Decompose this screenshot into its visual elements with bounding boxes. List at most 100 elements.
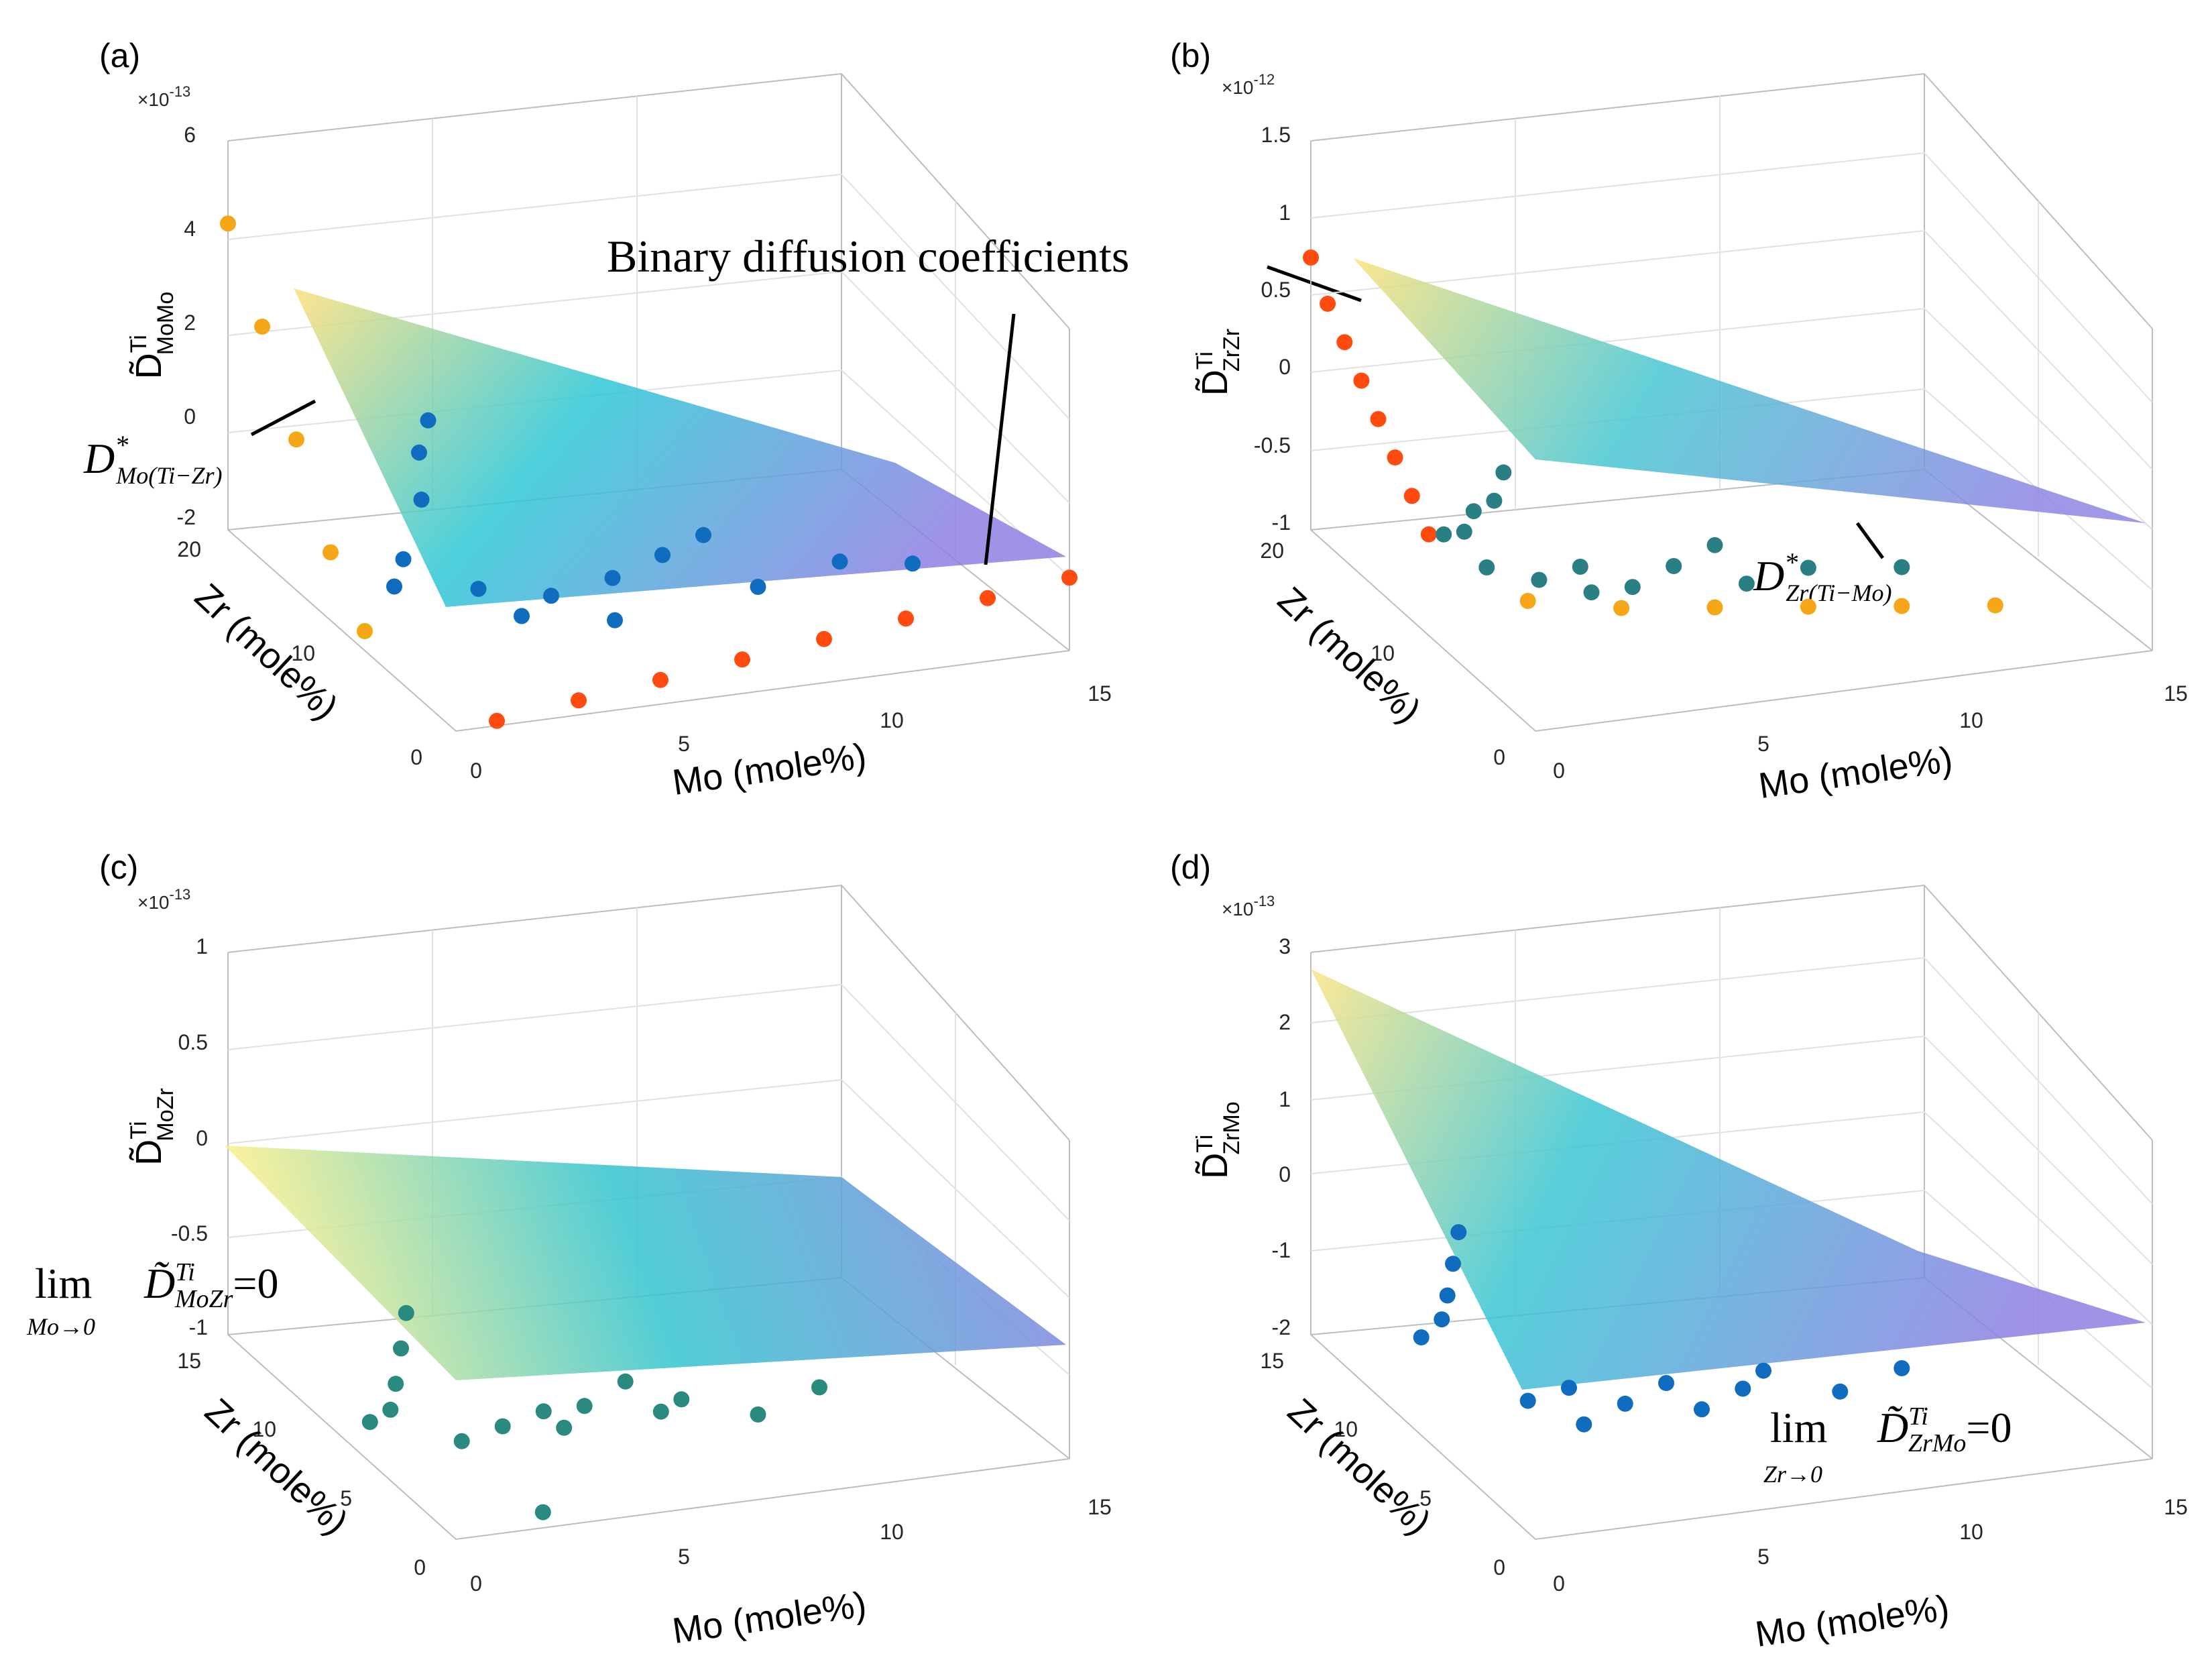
data-point <box>576 1398 593 1414</box>
panel-d-ztick: 2 <box>1279 1010 1291 1034</box>
panel-d-zlabel-d: D̃ <box>1195 1153 1235 1179</box>
data-point <box>1706 599 1723 616</box>
data-point <box>1624 579 1641 596</box>
data-point <box>395 551 412 567</box>
data-point <box>535 1403 552 1420</box>
data-point <box>1694 1401 1710 1418</box>
panel-a-exp-base: ×10 <box>137 89 170 110</box>
panel-b-tracer-sup: * <box>1784 547 1798 577</box>
panel-c-surface <box>225 1146 1066 1380</box>
data-point <box>534 1504 551 1520</box>
panel-b-ztick: 1.5 <box>1261 123 1291 147</box>
data-point <box>388 1376 404 1392</box>
data-point <box>470 581 487 597</box>
panel-b-exponent: ×10-12 <box>1222 71 1275 98</box>
data-point <box>254 319 270 335</box>
data-point <box>831 553 848 570</box>
data-point <box>489 712 505 729</box>
data-point <box>411 444 427 461</box>
panel-a-exp-power: -13 <box>170 83 191 100</box>
data-point <box>1456 523 1472 540</box>
panel-c-zlabel-d: D̃ <box>129 1140 169 1166</box>
data-point <box>1519 593 1536 609</box>
panel-c-xtick: 5 <box>678 1545 690 1569</box>
data-point <box>654 547 671 563</box>
data-point <box>1832 1383 1849 1400</box>
panel-b-xtick: 15 <box>2164 681 2188 706</box>
panel-c: (c) 1 0.5 0 -0.5 -1 15 10 5 <box>26 848 1112 1651</box>
panel-d-ztick: -1 <box>1272 1238 1291 1262</box>
data-point <box>750 579 766 595</box>
data-point <box>1370 410 1387 427</box>
data-point <box>1519 1392 1536 1409</box>
panel-b-ztick: 0 <box>1279 355 1291 379</box>
data-point <box>750 1406 766 1423</box>
panel-a-ytick: 0 <box>410 745 422 769</box>
data-point <box>1894 598 1910 614</box>
panel-a-points <box>220 215 1078 729</box>
panel-a-ztick: 2 <box>184 311 196 335</box>
panel-c-limit-sup: Ti <box>175 1258 195 1286</box>
panel-a-xticks: 0 5 10 15 <box>470 681 1112 783</box>
panel-d-ytick: 10 <box>1334 1417 1358 1441</box>
data-point <box>413 492 430 508</box>
data-point <box>1486 492 1503 509</box>
panel-a-zlabel-d: D̃ <box>129 353 169 379</box>
panel-d: (d) 3 2 1 0 -1 -2 15 <box>1170 848 2188 1655</box>
panel-d-exp-power: -13 <box>1254 893 1275 909</box>
panel-d-label: (d) <box>1170 848 1211 886</box>
panel-d-ytick: 0 <box>1493 1555 1505 1579</box>
panel-a-tracer-base: D <box>83 435 115 482</box>
panel-c-ytick: 15 <box>177 1349 201 1373</box>
panel-b-ytick: 20 <box>1260 539 1284 563</box>
panel-a-zlabel: D̃TiMoMo <box>126 292 178 380</box>
panel-d-ylabel: Zr (mole%) <box>1280 1391 1438 1543</box>
panel-a-xtick: 0 <box>470 759 482 783</box>
data-point <box>1572 559 1588 575</box>
data-point <box>1613 600 1630 616</box>
data-point <box>816 630 832 647</box>
panel-b-yticks: 20 10 0 <box>1260 539 1505 769</box>
data-point <box>1434 1311 1450 1328</box>
data-point <box>1495 464 1512 481</box>
panel-b-ytick: 0 <box>1493 745 1505 769</box>
panel-c-ztick: 0 <box>196 1126 208 1150</box>
panel-a-xtick: 5 <box>678 732 690 756</box>
panel-d-limit-word: lim <box>1770 1404 1827 1451</box>
panel-c-limit-body: D̃ <box>143 1260 175 1307</box>
data-point <box>1583 584 1600 601</box>
panel-c-limit-index: MoZr <box>174 1285 233 1313</box>
panel-a-surface <box>294 288 1066 607</box>
panel-a-binary-leader <box>984 313 1016 565</box>
data-point <box>323 544 339 561</box>
data-point <box>1465 503 1482 520</box>
data-point <box>1894 559 1910 575</box>
data-point <box>1413 1329 1430 1345</box>
data-point <box>386 578 402 595</box>
panel-d-xtick: 0 <box>1553 1571 1565 1596</box>
panel-b-xtick: 0 <box>1553 759 1565 783</box>
panel-c-ztick: -1 <box>189 1315 208 1339</box>
panel-d-ztick: 1 <box>1279 1087 1291 1111</box>
svg-text:D̃TiMoMo: D̃TiMoMo <box>126 292 178 380</box>
data-point <box>1617 1395 1633 1412</box>
panel-c-ztick: -0.5 <box>171 1221 208 1245</box>
panel-c-yticks: 15 10 5 0 <box>177 1349 426 1579</box>
svg-text:D̃TiZrMo: D̃TiZrMo <box>1192 1101 1244 1178</box>
panel-b-zlabel-sup: Ti <box>1192 351 1218 370</box>
binary-annotation: Binary diffusion coefficients <box>607 231 1129 282</box>
data-point <box>1420 526 1437 543</box>
data-point <box>393 1340 409 1357</box>
data-point <box>1353 372 1370 389</box>
data-point <box>1755 1362 1771 1379</box>
data-point <box>1336 334 1353 351</box>
svg-text:D̃TiZrZr: D̃TiZrZr <box>1192 329 1244 396</box>
data-point <box>617 1373 634 1390</box>
data-point <box>905 555 921 572</box>
data-point <box>220 215 236 232</box>
panel-a-ylabel: Zr (mole%) <box>187 576 345 728</box>
data-point <box>382 1401 399 1418</box>
data-point <box>811 1379 827 1396</box>
panel-b-tracer-leader <box>1855 522 1885 559</box>
